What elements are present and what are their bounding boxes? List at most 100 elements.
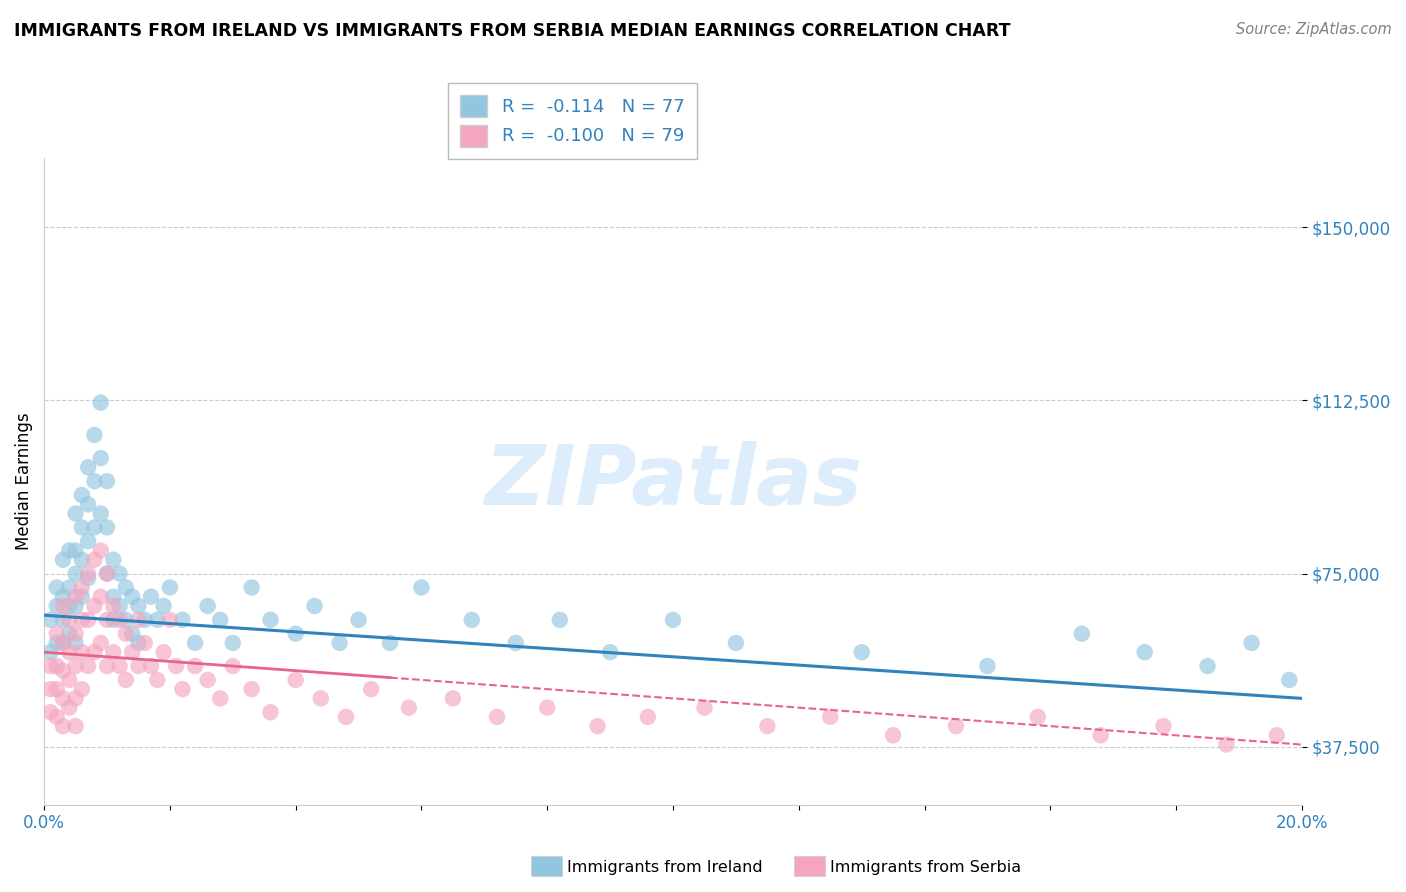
Point — [1197, 659, 1219, 673]
Point — [378, 636, 401, 650]
Point — [52, 613, 75, 627]
Point — [70, 553, 93, 567]
Point — [90, 395, 112, 409]
Point — [58, 543, 80, 558]
Point — [83, 599, 105, 613]
Legend: R =  -0.114   N = 77, R =  -0.100   N = 79: R = -0.114 N = 77, R = -0.100 N = 79 — [447, 83, 697, 159]
Point — [83, 428, 105, 442]
Point — [58, 673, 80, 687]
Point — [65, 626, 87, 640]
Point — [70, 682, 93, 697]
Point — [90, 451, 112, 466]
Point — [329, 636, 352, 650]
Point — [96, 520, 118, 534]
Point — [83, 520, 105, 534]
Point — [77, 566, 100, 581]
Point — [284, 673, 307, 687]
Point — [209, 691, 232, 706]
Point — [103, 590, 125, 604]
Point — [45, 682, 67, 697]
Point — [108, 566, 131, 581]
Point — [103, 599, 125, 613]
Point — [58, 599, 80, 613]
Point — [83, 553, 105, 567]
Point — [139, 590, 162, 604]
Point — [1026, 710, 1049, 724]
Point — [335, 710, 357, 724]
Point — [152, 599, 174, 613]
Point — [1133, 645, 1156, 659]
Point — [548, 613, 571, 627]
Point — [39, 659, 62, 673]
Point — [1265, 728, 1288, 742]
Point — [159, 581, 181, 595]
Text: Immigrants from Serbia: Immigrants from Serbia — [830, 860, 1021, 874]
Point — [441, 691, 464, 706]
Point — [165, 659, 187, 673]
Point — [96, 566, 118, 581]
Point — [52, 636, 75, 650]
Point — [39, 613, 62, 627]
Point — [360, 682, 382, 697]
Point — [184, 659, 207, 673]
Point — [1153, 719, 1175, 733]
Point — [90, 590, 112, 604]
Point — [45, 599, 67, 613]
Point — [65, 599, 87, 613]
Point — [172, 613, 194, 627]
Point — [77, 571, 100, 585]
Point — [222, 659, 245, 673]
Point — [724, 636, 747, 650]
Point — [1240, 636, 1263, 650]
Point — [146, 673, 169, 687]
Point — [96, 566, 118, 581]
Point — [90, 507, 112, 521]
Point — [599, 645, 621, 659]
Point — [485, 710, 508, 724]
Point — [115, 613, 138, 627]
Point — [1090, 728, 1112, 742]
Point — [58, 626, 80, 640]
Point — [52, 553, 75, 567]
Point — [945, 719, 967, 733]
Point — [52, 664, 75, 678]
Point — [159, 613, 181, 627]
Point — [70, 488, 93, 502]
Point — [96, 613, 118, 627]
Text: Immigrants from Ireland: Immigrants from Ireland — [567, 860, 762, 874]
Point — [39, 682, 62, 697]
Point — [172, 682, 194, 697]
Point — [65, 590, 87, 604]
Point — [1070, 626, 1092, 640]
Point — [65, 659, 87, 673]
Point — [83, 474, 105, 488]
Point — [108, 659, 131, 673]
Text: Source: ZipAtlas.com: Source: ZipAtlas.com — [1236, 22, 1392, 37]
Point — [284, 626, 307, 640]
Point — [121, 590, 143, 604]
Point — [1215, 738, 1237, 752]
Point — [45, 626, 67, 640]
Point — [398, 700, 420, 714]
Point — [52, 719, 75, 733]
Point — [45, 636, 67, 650]
Point — [693, 700, 716, 714]
Point — [115, 673, 138, 687]
Point — [103, 613, 125, 627]
Point — [586, 719, 609, 733]
Point — [146, 613, 169, 627]
Point — [115, 581, 138, 595]
Text: IMMIGRANTS FROM IRELAND VS IMMIGRANTS FROM SERBIA MEDIAN EARNINGS CORRELATION CH: IMMIGRANTS FROM IRELAND VS IMMIGRANTS FR… — [14, 22, 1011, 40]
Point — [134, 613, 156, 627]
Point — [184, 636, 207, 650]
Point — [70, 645, 93, 659]
Point — [127, 659, 149, 673]
Point — [637, 710, 659, 724]
Point — [347, 613, 370, 627]
Point — [58, 581, 80, 595]
Point — [65, 691, 87, 706]
Y-axis label: Median Earnings: Median Earnings — [15, 412, 32, 550]
Point — [197, 673, 219, 687]
Point — [65, 719, 87, 733]
Point — [58, 613, 80, 627]
